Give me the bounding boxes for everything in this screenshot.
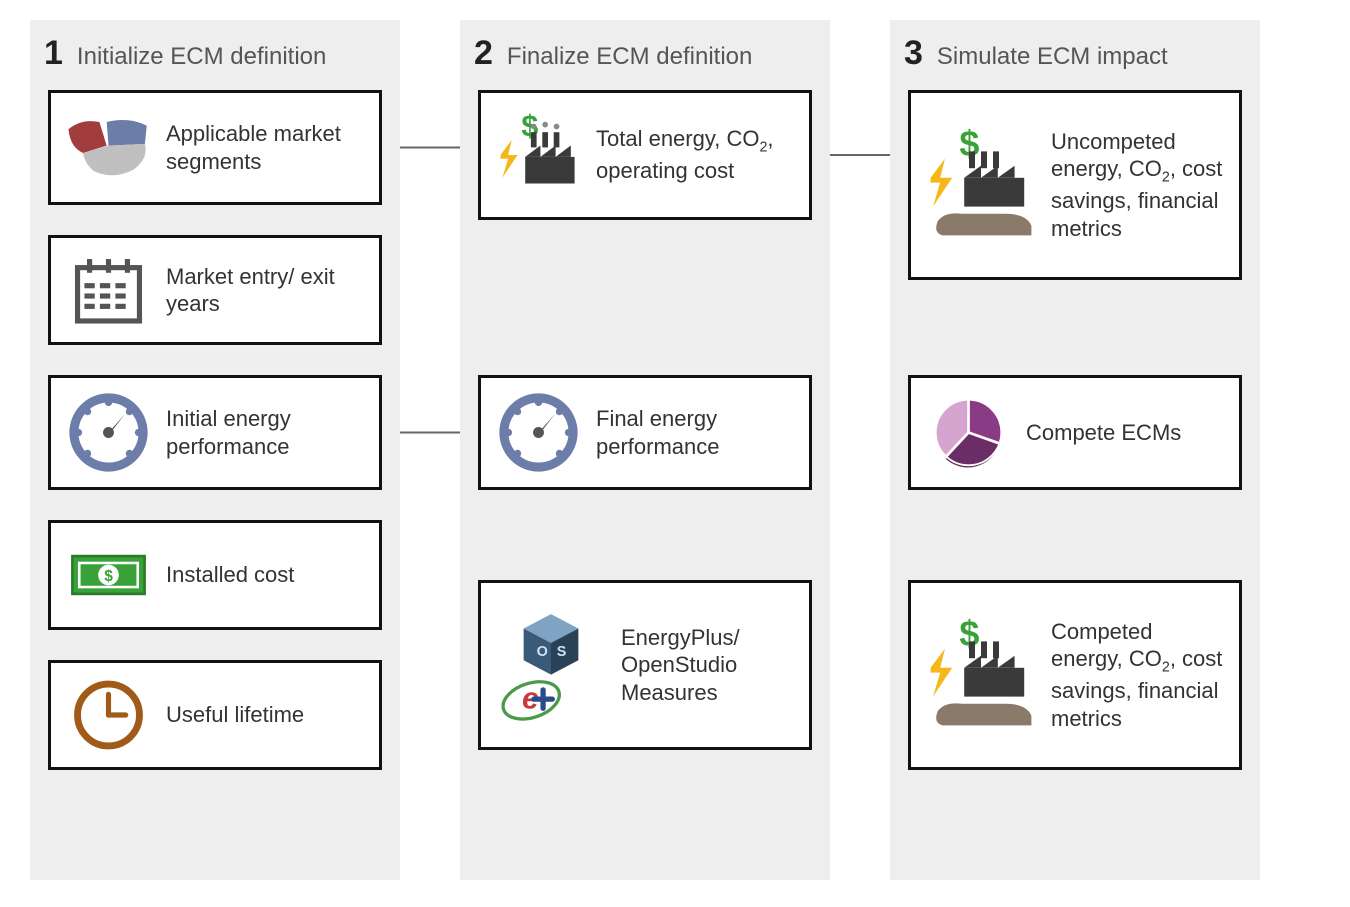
column-number: 2: [474, 34, 493, 73]
clock-icon: [61, 672, 156, 758]
gauge-icon: [491, 387, 586, 478]
node-n_life: Useful lifetime: [48, 660, 382, 770]
node-n_cost: $ Installed cost: [48, 520, 382, 630]
node-label: Useful lifetime: [166, 701, 369, 729]
column-number: 3: [904, 34, 923, 73]
svg-text:O: O: [537, 644, 548, 660]
node-n_finalperf: Final energy performance: [478, 375, 812, 490]
column-title: Initialize ECM definition: [77, 43, 326, 71]
svg-text:S: S: [557, 644, 567, 660]
node-label: Total energy, CO2, operating cost: [596, 125, 799, 185]
column-title: Finalize ECM definition: [507, 43, 752, 71]
node-n_comp: $ Competed energy, CO2, cost savings, fi…: [908, 580, 1242, 770]
node-label: Initial energy performance: [166, 405, 369, 460]
gauge-icon: [61, 387, 156, 478]
node-label: EnergyPlus/ OpenStudio Measures: [621, 624, 799, 707]
money-icon: $: [61, 532, 156, 618]
node-n_eplus: O S e EnergyPlus/ OpenStudio Measures: [478, 580, 812, 750]
node-n_compete: Compete ECMs: [908, 375, 1242, 490]
column-header: 2 Finalize ECM definition: [474, 34, 816, 73]
energy-cost-icon: $: [491, 102, 586, 208]
column-header: 3 Simulate ECM impact: [904, 34, 1246, 73]
energy-hand-icon: $: [921, 102, 1041, 268]
node-label: Final energy performance: [596, 405, 799, 460]
node-n_entry: Market entry/ exit years: [48, 235, 382, 345]
us-map-icon: [61, 102, 156, 193]
column-title: Simulate ECM impact: [937, 43, 1168, 71]
calendar-icon: [61, 247, 156, 333]
svg-text:$: $: [104, 568, 113, 585]
node-label: Installed cost: [166, 561, 369, 589]
node-n_uncomp: $ Uncompeted energy, CO2, cost savings, …: [908, 90, 1242, 280]
node-label: Compete ECMs: [1026, 419, 1229, 447]
energy-hand-icon: $: [921, 592, 1041, 758]
column-header: 1 Initialize ECM definition: [44, 34, 386, 73]
node-n_initperf: Initial energy performance: [48, 375, 382, 490]
eplus-icon: O S e: [491, 592, 611, 738]
node-label: Applicable market segments: [166, 120, 369, 175]
node-label: Competed energy, CO2, cost savings, fina…: [1051, 618, 1229, 733]
column-number: 1: [44, 34, 63, 73]
node-label: Uncompeted energy, CO2, cost savings, fi…: [1051, 128, 1229, 243]
diagram-canvas: 1 Initialize ECM definition 2 Finalize ECM …: [0, 0, 1350, 907]
node-label: Market entry/ exit years: [166, 263, 369, 318]
node-n_total: $ Total energy, CO2, operating cost: [478, 90, 812, 220]
pie-icon: [921, 387, 1016, 478]
node-n_market: Applicable market segments: [48, 90, 382, 205]
